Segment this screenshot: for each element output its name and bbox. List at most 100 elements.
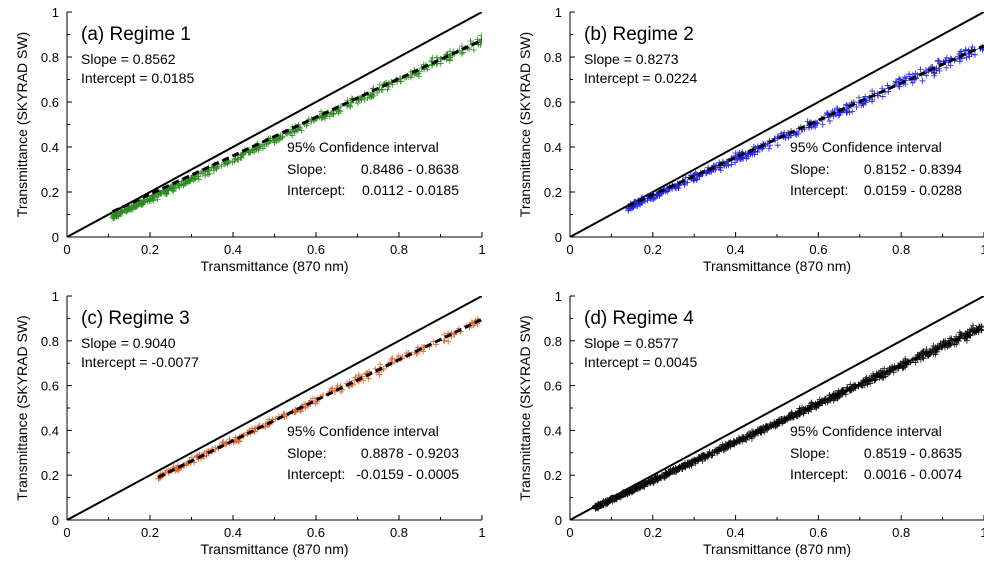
data-point: [751, 151, 758, 158]
data-point: [330, 110, 337, 117]
data-point: [138, 200, 145, 207]
intercept-text: Intercept = -0.0077: [81, 354, 199, 370]
data-point: [337, 108, 344, 115]
data-point: [195, 176, 202, 183]
ticks: 0 0.2 0.4 0.6 0.8 1 0 0.2 0.4 0.6 0.8 1: [544, 5, 984, 257]
data-point: [853, 104, 860, 111]
data-point: [878, 370, 885, 377]
ci-slope-label: Slope:: [287, 161, 327, 177]
data-point: [368, 91, 375, 98]
y-tick-label: 1: [52, 289, 59, 304]
data-point: [969, 44, 976, 51]
x-tick-label: 0.2: [141, 242, 159, 257]
x-tick-label: 0.2: [141, 525, 159, 540]
y-tick-label: 1: [555, 289, 562, 304]
y-tick-label: 0.8: [544, 334, 562, 349]
ci-title: 95% Confidence interval: [287, 423, 439, 439]
ci-slope-range: 0.8486 - 0.8638: [361, 161, 459, 177]
y-tick-label: 0.8: [41, 334, 59, 349]
data-point: [843, 109, 850, 116]
data-point: [318, 108, 325, 115]
x-tick-label: 0.4: [224, 242, 242, 257]
data-point: [266, 138, 273, 145]
data-point: [257, 143, 264, 150]
data-point: [963, 54, 970, 61]
x-tick-label: 0.4: [727, 525, 745, 540]
data-point: [291, 128, 298, 135]
x-tick-label: 0.2: [644, 242, 662, 257]
plot-area: [67, 12, 482, 237]
panel-3: 0 0.2 0.4 0.6 0.8 1 0 0.2 0.4 0.6 0.8 1 Transmittanc…: [14, 289, 486, 557]
data-point: [409, 72, 416, 79]
panel-title: (d) Regime 4: [584, 308, 694, 329]
ci-intercept-range: 0.0016 - 0.0074: [864, 466, 962, 482]
data-point: [414, 70, 421, 77]
data-point: [901, 74, 908, 81]
ci-title: 95% Confidence interval: [287, 139, 439, 155]
data-point: [201, 449, 208, 456]
data-point: [376, 81, 383, 88]
regression-line: [627, 44, 984, 208]
data-point: [909, 79, 916, 86]
data-point: [962, 46, 969, 53]
ci-slope-range: 0.8152 - 0.8394: [864, 161, 962, 177]
data-point: [458, 50, 465, 57]
data-point: [752, 148, 759, 155]
data-point: [478, 32, 482, 39]
data-point: [912, 359, 919, 366]
y-axis-label: Transmittance (SKYRAD SW): [14, 32, 30, 217]
x-tick-label: 1: [980, 525, 984, 540]
data-point: [917, 66, 924, 73]
data-point: [155, 191, 162, 198]
x-tick-label: 0: [566, 525, 573, 540]
data-point: [377, 361, 384, 368]
data-point: [963, 337, 970, 344]
data-point: [110, 213, 117, 220]
data-point: [758, 424, 765, 431]
x-tick-label: 0.6: [307, 242, 325, 257]
data-point: [902, 355, 909, 362]
data-point: [678, 462, 685, 469]
ci-intercept-range: 0.0159 - 0.0288: [864, 182, 962, 198]
data-point: [934, 58, 941, 65]
data-point: [238, 152, 245, 159]
data-point: [190, 176, 197, 183]
y-tick-label: 0: [52, 513, 59, 528]
data-point: [923, 72, 930, 79]
data-point: [879, 93, 886, 100]
data-point: [725, 162, 732, 169]
x-tick-label: 0: [63, 525, 70, 540]
data-point: [424, 66, 431, 73]
data-point: [280, 411, 287, 418]
data-point: [943, 64, 950, 71]
data-point: [684, 179, 691, 186]
ci-intercept-range: 0.0112 - 0.0185: [362, 182, 459, 198]
data-point: [651, 195, 658, 202]
data-point: [788, 412, 795, 419]
data-point: [154, 196, 161, 203]
ci-slope-label: Slope:: [790, 161, 830, 177]
y-tick-label: 1: [52, 5, 59, 20]
y-tick-label: 0.8: [41, 50, 59, 65]
data-point: [896, 76, 903, 83]
data-point: [451, 331, 458, 338]
data-point: [289, 132, 296, 139]
ci-title: 95% Confidence interval: [790, 139, 942, 155]
data-point: [374, 90, 381, 97]
x-tick-label: 0.8: [390, 525, 408, 540]
data-point: [111, 212, 118, 219]
y-tick-label: 0.2: [544, 468, 562, 483]
regression-line: [112, 38, 482, 214]
intercept-text: Intercept = 0.0185: [81, 70, 194, 86]
data-point: [172, 185, 179, 192]
data-point: [164, 190, 171, 197]
panel-title: (b) Regime 2: [584, 24, 694, 45]
data-point: [835, 112, 842, 119]
x-axis-label: Transmittance (870 nm): [200, 541, 348, 557]
y-tick-label: 0.4: [544, 140, 562, 155]
data-point: [856, 94, 863, 101]
data-point: [297, 408, 304, 415]
data-point: [870, 370, 877, 377]
x-axis-label: Transmittance (870 nm): [703, 258, 851, 274]
data-point: [749, 428, 756, 435]
